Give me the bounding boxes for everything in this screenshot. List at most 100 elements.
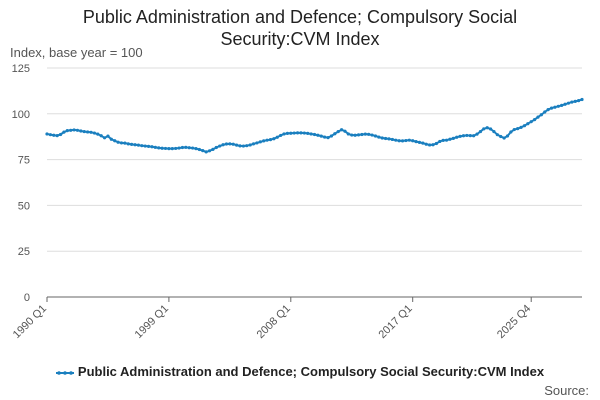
data-point [448,137,452,141]
data-point [566,101,571,105]
data-point [336,129,340,134]
data-point [329,134,334,138]
data-point [532,118,537,122]
data-point [204,150,208,154]
data-point [228,142,232,146]
data-point [407,138,411,142]
x-tick-label: 2025 Q4 [495,303,533,341]
data-point [438,139,442,144]
data-point [472,134,476,138]
data-point [509,130,513,134]
data-point [255,141,259,145]
data-point [268,138,273,142]
data-point [316,133,320,137]
data-point [428,143,432,147]
data-point [75,128,80,132]
data-point [563,102,567,106]
data-point [546,107,550,112]
data-point [55,134,59,138]
data-point [384,136,388,141]
data-point [465,133,469,138]
data-point [373,134,378,138]
data-point [451,136,455,140]
data-point [102,136,107,140]
data-point [519,125,523,129]
data-point [221,143,225,147]
data-point [549,106,554,110]
x-tick-label: 2017 Q1 [376,303,414,341]
data-point [333,132,337,136]
data-point [543,110,547,114]
data-point [577,99,581,103]
data-point [201,149,205,153]
chart-title-line-1: Public Administration and Defence; Compu… [82,7,518,27]
data-point [539,113,543,117]
y-axis-label: Index, base year = 100 [10,45,143,60]
data-point [170,147,174,151]
data-point [339,128,344,132]
data-point [482,127,486,131]
data-point [123,141,127,145]
data-point [485,126,489,130]
data-point [444,138,449,142]
data-point [505,134,510,138]
data-point [58,132,63,137]
data-point [48,133,52,137]
data-point [89,130,93,134]
data-point [492,129,496,134]
data-point [397,139,401,143]
source-label: Source: [544,383,589,398]
data-point [150,145,154,149]
legend[interactable]: Public Administration and Defence; Compu… [0,364,600,379]
data-point [96,132,100,136]
data-point [400,139,405,143]
data-point [187,146,191,150]
data-point [235,143,239,147]
x-tick-label: 2008 Q1 [255,303,293,341]
data-point [109,137,113,141]
data-point [580,97,584,102]
data-point [245,144,249,148]
data-point [306,131,310,135]
data-point [380,136,384,140]
data-point [495,133,499,137]
data-point [560,103,564,107]
data-point [130,142,134,146]
data-point [275,135,279,139]
data-point [72,128,76,132]
data-point [86,130,90,134]
data-point [458,134,462,138]
chart-title: Public Administration and Defence; Compu… [0,6,600,50]
data-point [211,147,215,151]
data-point [295,131,300,135]
data-point [184,145,188,149]
data-point [394,138,398,142]
data-point [536,115,540,119]
data-point [516,127,520,131]
data-point [133,143,137,147]
y-tick-label: 25 [18,246,30,258]
data-point [499,134,503,139]
data-point [387,137,391,141]
data-point [282,132,286,136]
data-point [45,132,49,136]
data-point [417,140,422,144]
data-point [69,128,73,132]
data-point [79,129,83,133]
data-point [323,135,327,139]
data-point [194,147,198,151]
data-point [326,136,330,140]
data-point [224,142,229,146]
data-point [167,147,171,151]
data-point [478,129,483,134]
data-point [424,142,428,146]
data-point [441,138,445,142]
data-point [82,129,86,134]
data-point [312,132,317,137]
data-point [126,142,130,146]
y-tick-label: 75 [18,155,30,167]
data-point [302,131,306,135]
data-point [279,133,283,138]
data-point [455,135,459,139]
